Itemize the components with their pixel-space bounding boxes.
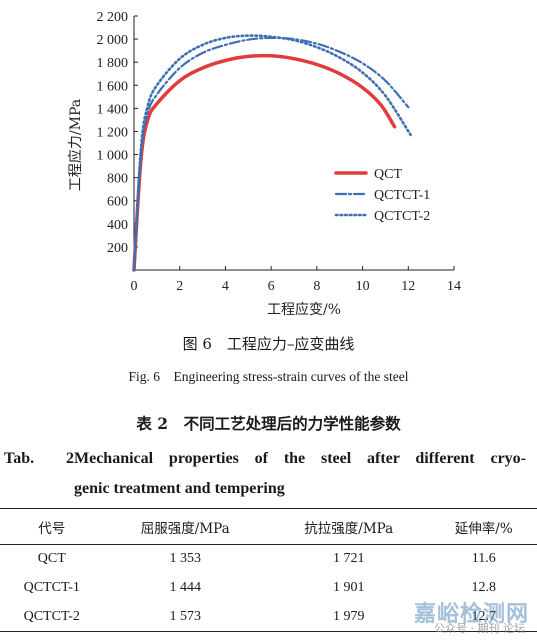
- y-tick-label: 1 000: [97, 149, 129, 164]
- x-tick-label: 4: [222, 279, 229, 294]
- cell-tensile: 1 979: [333, 608, 365, 624]
- stress-strain-figure: 0 2 4 6 8 10 12 14 200 400 600 800 1 000 1 200 1 400 1 …: [67, 10, 461, 318]
- stress-strain-chart: 0 2 4 6 8 10 12 14 200 400 600 800 1 000 1 200 1 400 1 …: [67, 10, 461, 318]
- header-tensile-strength: 抗拉强度/MPa: [304, 520, 394, 537]
- x-tick-label: 8: [313, 279, 320, 294]
- cell-elongation: 11.6: [471, 551, 496, 567]
- legend-label-qct: QCT: [374, 167, 402, 182]
- cell-elongation: 12.7: [471, 608, 497, 624]
- cell-code: QCTCT-1: [23, 580, 80, 595]
- x-tick-label: 14: [447, 279, 461, 294]
- figure-caption-cn: 图 6 工程应力–应变曲线: [182, 335, 355, 353]
- table-row: QCTCT-2 1 573 1 979 12.7: [0, 603, 537, 632]
- table-caption-line1: Mechanical properties of the steel after…: [74, 450, 526, 467]
- x-tick-label: 10: [356, 279, 370, 294]
- watermark-sub: 公众号 · 期刊 论坛: [434, 622, 525, 635]
- series-line-qct: [132, 53, 397, 272]
- series-line-qctct-1: [132, 36, 410, 272]
- cell-yield: 1 573: [169, 608, 202, 624]
- y-tick-label: 1 200: [97, 125, 129, 140]
- table-caption-line2: genic treatment and tempering: [74, 480, 285, 497]
- series-line-qctct-2: [132, 34, 412, 272]
- header-elongation: 延伸率/%: [454, 520, 513, 537]
- y-tick-label: 400: [107, 218, 128, 233]
- x-axis-label: 工程应变/%: [267, 301, 341, 318]
- y-tick-label: 2 200: [97, 10, 129, 25]
- cell-yield: 1 353: [169, 551, 202, 567]
- table-header-row: 代号 屈服强度/MPa 抗拉强度/MPa 延伸率/%: [0, 508, 537, 545]
- header-yield-strength: 屈服强度/MPa: [140, 520, 230, 537]
- cell-code: QCTCT-2: [23, 608, 80, 624]
- y-tick-label: 200: [107, 241, 128, 256]
- watermark-logo: 嘉峪检测网: [413, 602, 529, 627]
- table-caption-cn: 表 2 不同工艺处理后的力学性能参数: [136, 414, 401, 433]
- header-code: 代号: [38, 520, 66, 537]
- table-caption-label: Tab. 2: [4, 450, 74, 467]
- y-tick-label: 1 800: [97, 56, 129, 71]
- y-tick-label: 2 000: [97, 33, 129, 48]
- table-caption-en: Tab. 2Mechanical properties of the steel…: [4, 444, 526, 504]
- cell-tensile: 1 721: [333, 551, 365, 567]
- table-row: QCT 1 353 1 721 11.6: [0, 545, 537, 574]
- y-axis-label: 工程应力/MPa: [67, 99, 84, 191]
- mechanical-properties-table: 代号 屈服强度/MPa 抗拉强度/MPa 延伸率/% QCT 1 353 1 7…: [0, 508, 537, 632]
- legend-label-qctct-2: QCTCT-2: [374, 209, 430, 224]
- x-tick-label: 6: [268, 279, 275, 294]
- cell-tensile: 1 901: [333, 580, 365, 595]
- table-row: QCTCT-1 1 444 1 901 12.8: [0, 574, 537, 603]
- x-tick-label: 2: [176, 279, 183, 294]
- cell-elongation: 12.8: [471, 580, 497, 595]
- cell-yield: 1 444: [169, 580, 202, 595]
- legend-label-qctct-1: QCTCT-1: [374, 188, 430, 203]
- y-tick-label: 600: [107, 195, 128, 210]
- y-tick-label: 1 400: [97, 102, 129, 117]
- y-tick-label: 800: [107, 172, 128, 187]
- figure-caption-en: Fig. 6 Engineering stress-strain curves …: [128, 369, 409, 384]
- y-tick-label: 1 600: [97, 79, 129, 94]
- x-tick-label: 12: [401, 279, 415, 294]
- x-tick-label: 0: [131, 279, 138, 294]
- cell-code: QCT: [37, 551, 66, 567]
